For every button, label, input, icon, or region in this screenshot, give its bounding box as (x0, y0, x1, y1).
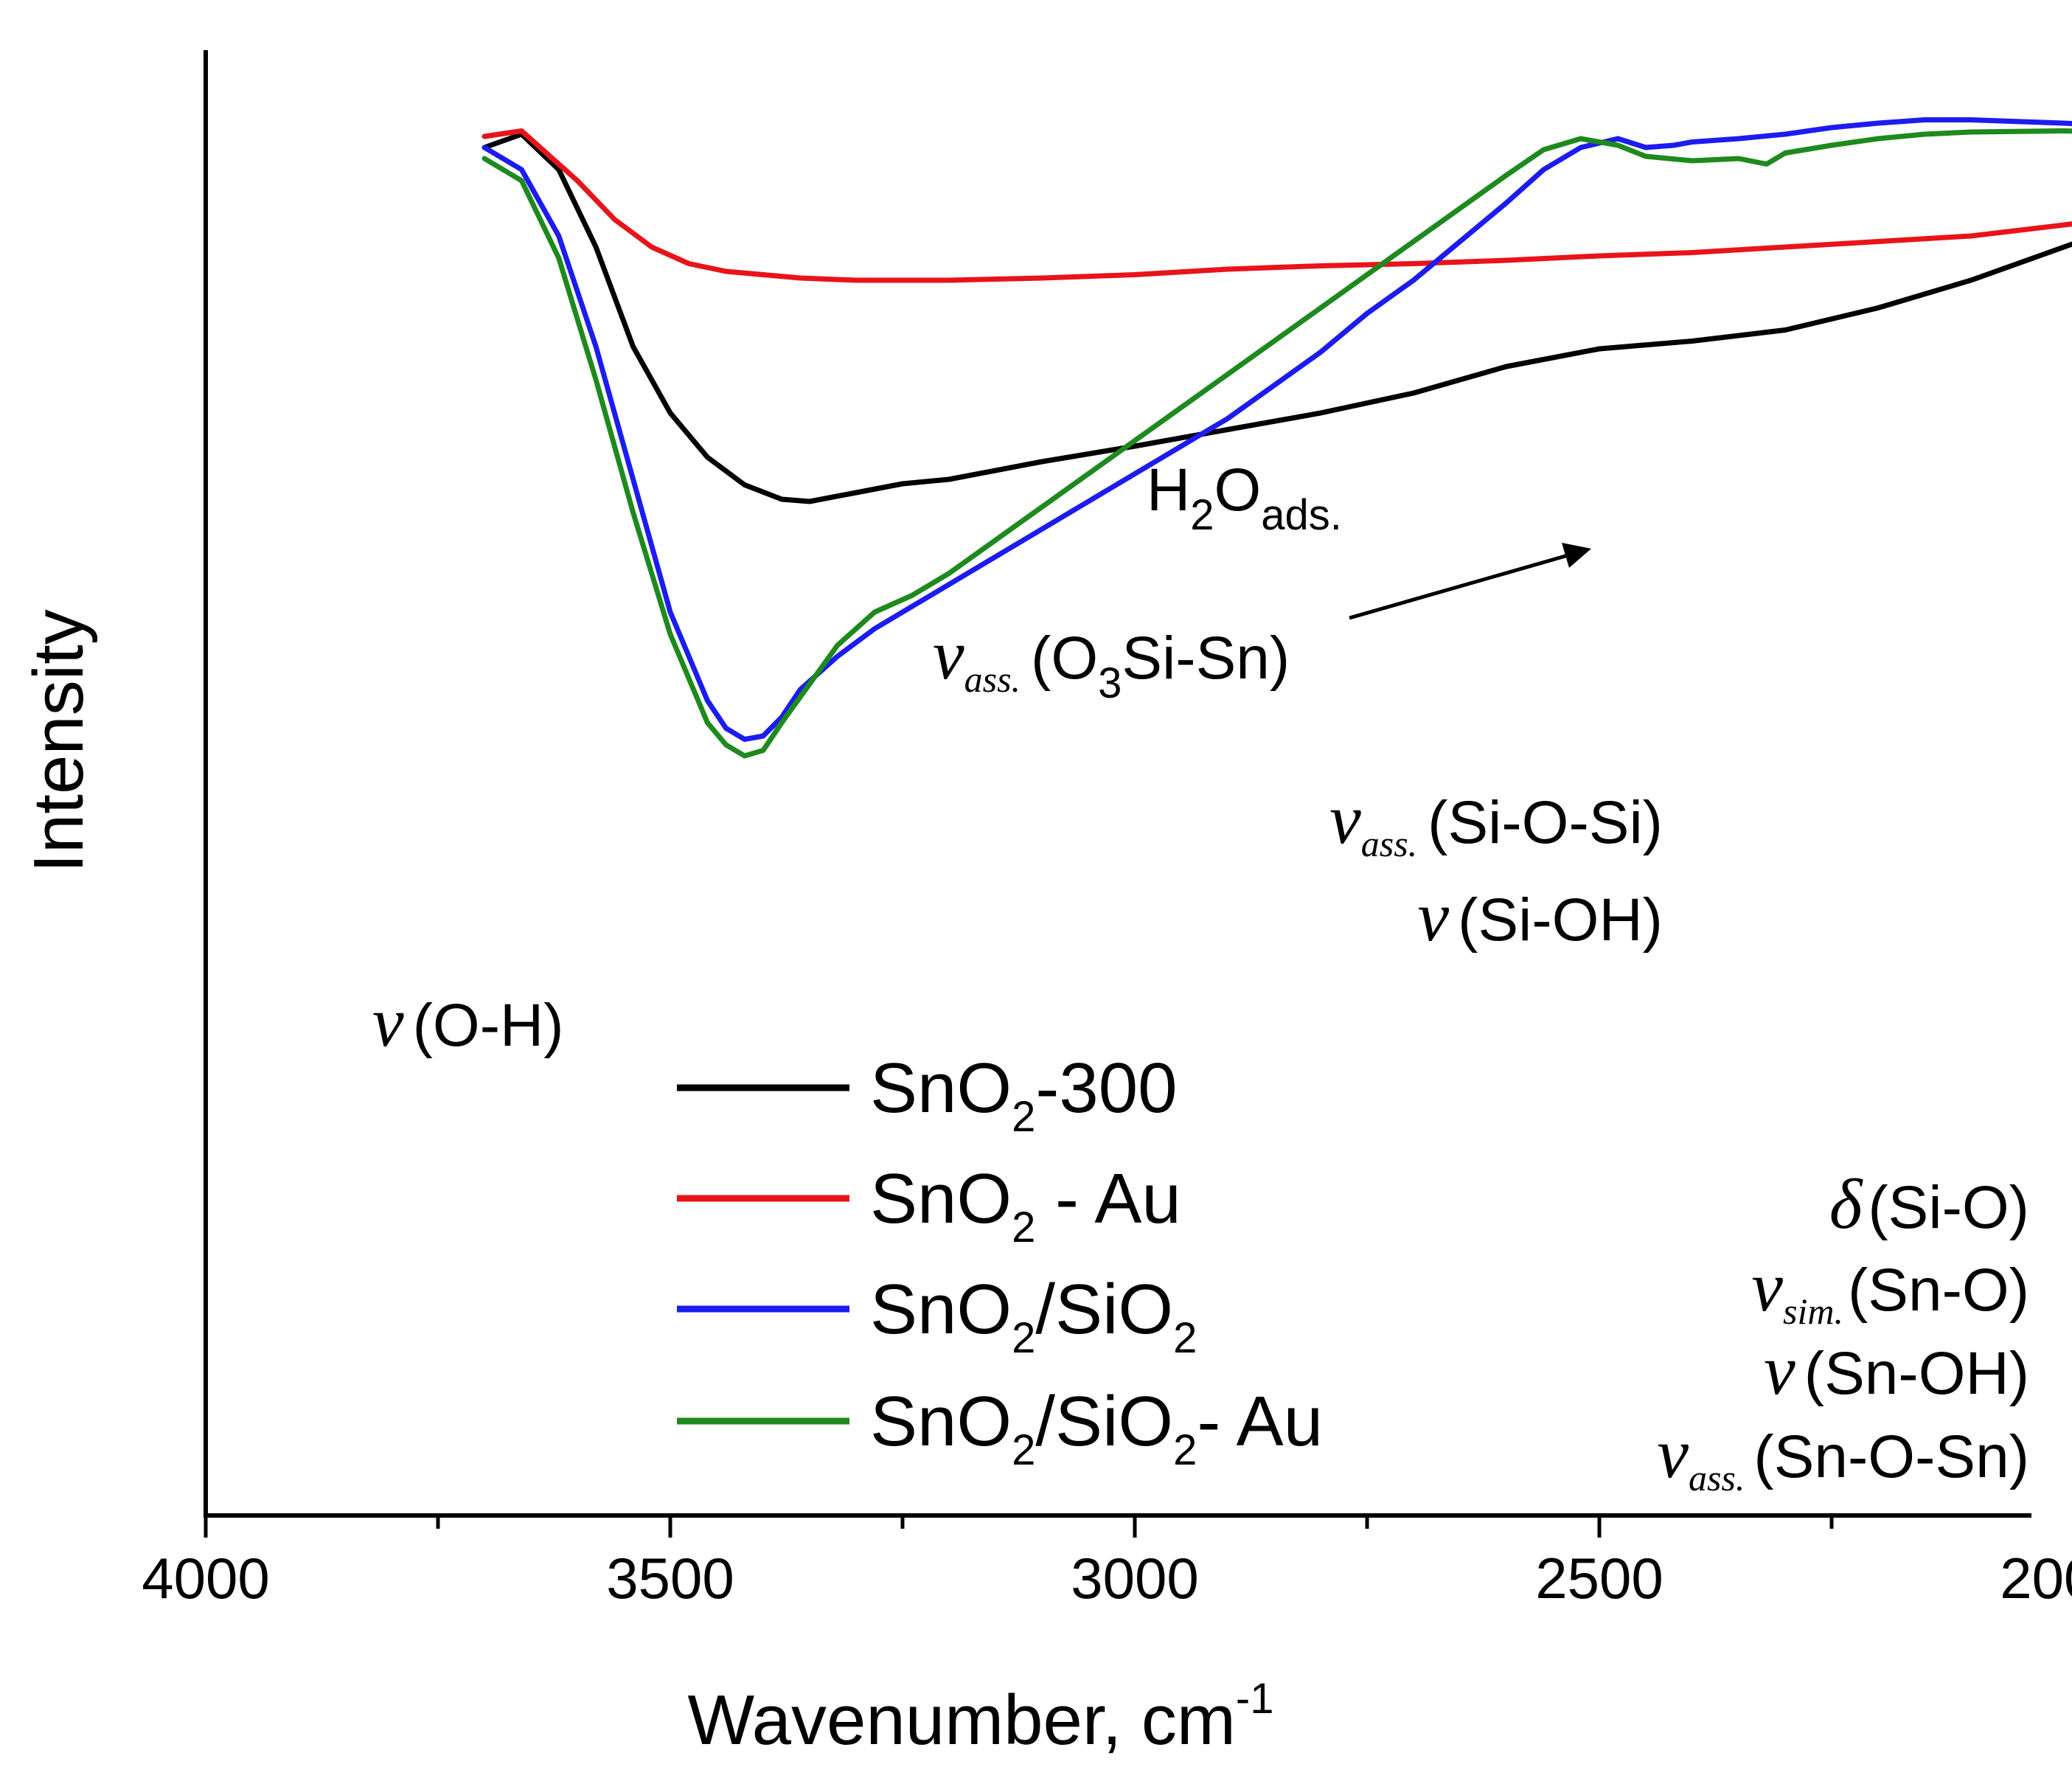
x-tick-label: 2000 (2000, 1546, 2072, 1611)
x-tick-label: 3000 (1071, 1546, 1199, 1611)
annotation-o3si-sn: νass. (O3Si-Sn) (933, 615, 1290, 707)
series-line-2 (482, 117, 2072, 742)
series-line-1 (482, 128, 2072, 283)
legend-label: SnO2/SiO2 (870, 1270, 1197, 1362)
annotation-arrow-head (1562, 543, 1591, 568)
series-line-3 (482, 128, 2072, 759)
series-line-0 (482, 131, 2072, 504)
legend-label: SnO2-300 (870, 1049, 1178, 1141)
annotation-si-o-delta: δ(Si-O) (1829, 1164, 2029, 1243)
annotation-oh: ν (O-H) (372, 982, 564, 1061)
legend-item-sno2-sio2-au: SnO2/SiO2- Au (677, 1382, 1323, 1474)
y-axis-title: Intensity (19, 609, 98, 873)
legend: SnO2-300 SnO2 - Au SnO2/SiO2 SnO2/SiO2- … (677, 1049, 1323, 1474)
annotation-sn-o-sn: νass. (Sn-O-Sn) (1657, 1414, 2029, 1499)
x-tick-label: 4000 (142, 1546, 270, 1611)
x-tick-label: 3500 (606, 1546, 734, 1611)
legend-label: SnO2 - Au (870, 1159, 1181, 1251)
x-axis-title: Wavenumber, cm-1 (688, 1675, 1274, 1760)
annotation-arrow-line (1349, 552, 1571, 620)
x-tick-label: 2500 (1535, 1546, 1663, 1611)
series-layer (482, 117, 2072, 759)
legend-item-sno2-sio2: SnO2/SiO2 (677, 1270, 1197, 1362)
annotation-sn-o-sim: νsim.(Sn-O) (1751, 1247, 2029, 1332)
annotation-si-o-si: νass. (Si-O-Si) (1329, 779, 1663, 864)
annotation-si-oh: ν (Si-OH) (1418, 877, 1663, 956)
x-axis-ticks: 4000350030002500200015001000500 (142, 1515, 2072, 1611)
legend-label: SnO2/SiO2- Au (870, 1382, 1323, 1474)
legend-item-sno2-au: SnO2 - Au (677, 1159, 1181, 1251)
annotation-sn-oh: ν (Sn-OH) (1764, 1330, 2029, 1409)
legend-item-sno2-300: SnO2-300 (677, 1049, 1178, 1141)
annotation-h2o-ads: H2Oads. (1147, 456, 1342, 539)
